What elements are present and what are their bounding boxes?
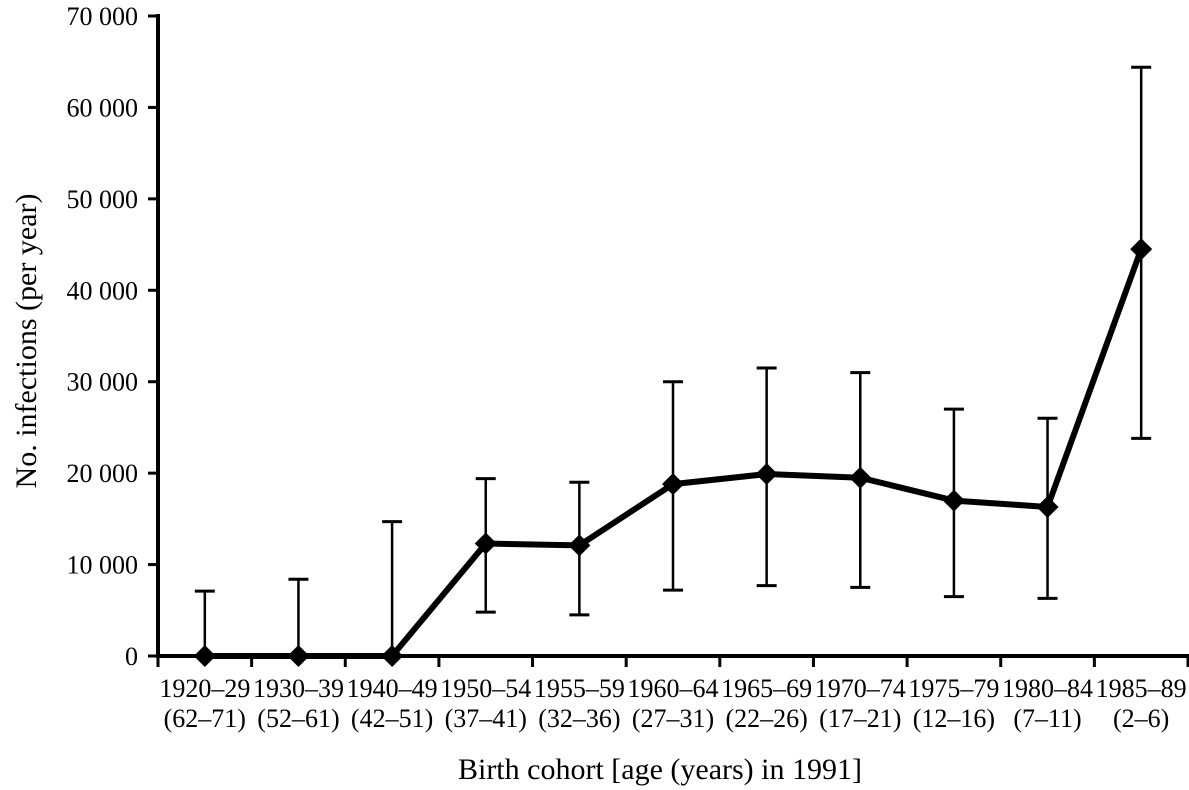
data-point-marker bbox=[474, 532, 497, 555]
category-label-age: (17–21) bbox=[819, 704, 901, 733]
category-label-cohort: 1975–79 bbox=[908, 674, 999, 703]
category-label-cohort: 1985–89 bbox=[1096, 674, 1187, 703]
y-tick-label: 60 000 bbox=[67, 93, 139, 122]
plot-area: 0 10 000 20 000 30 000 40 000 50 000 60 000 70 … bbox=[67, 2, 1189, 733]
data-point-marker bbox=[942, 489, 965, 512]
category-label-age: (27–31) bbox=[632, 704, 714, 733]
category-label-age: (12–16) bbox=[913, 704, 995, 733]
category-label-age: (42–51) bbox=[351, 704, 433, 733]
data-point-marker bbox=[193, 645, 216, 667]
category-label-cohort: 1920–29 bbox=[159, 674, 250, 703]
data-point-marker bbox=[568, 534, 591, 557]
category-label-age: (37–41) bbox=[445, 704, 527, 733]
category-label-cohort: 1980–84 bbox=[1002, 674, 1093, 703]
category-label-cohort: 1965–69 bbox=[721, 674, 812, 703]
category-label-age: (62–71) bbox=[164, 704, 246, 733]
category-label-cohort: 1955–59 bbox=[534, 674, 625, 703]
data-point-marker bbox=[662, 473, 684, 496]
category-label-cohort: 1970–74 bbox=[815, 674, 906, 703]
y-tick-label: 40 000 bbox=[67, 276, 139, 305]
category-label-cohort: 1960–64 bbox=[628, 674, 719, 703]
category-label-age: (2–6) bbox=[1113, 704, 1169, 733]
category-label-age: (22–26) bbox=[725, 704, 807, 733]
data-point-marker bbox=[849, 466, 872, 489]
y-tick-label: 10 000 bbox=[67, 551, 139, 580]
data-point-marker bbox=[1036, 495, 1059, 518]
y-axis-title: No. infections (per year) bbox=[10, 194, 43, 489]
category-label-age: (7–11) bbox=[1013, 704, 1081, 733]
category-label-age: (52–61) bbox=[257, 704, 339, 733]
x-axis-title: Birth cohort [age (years) in 1991] bbox=[458, 753, 862, 786]
y-tick-label: 20 000 bbox=[67, 459, 139, 488]
y-tick-label: 50 000 bbox=[67, 185, 139, 214]
category-label-age: (32–36) bbox=[538, 704, 620, 733]
y-tick-label: 30 000 bbox=[67, 368, 139, 397]
category-label-cohort: 1930–39 bbox=[253, 674, 344, 703]
data-point-marker bbox=[381, 645, 404, 667]
data-point-marker bbox=[755, 463, 778, 486]
data-point-marker bbox=[287, 645, 310, 667]
y-tick-label: 70 000 bbox=[67, 2, 139, 31]
data-point-marker bbox=[1130, 238, 1153, 261]
category-label-cohort: 1940–49 bbox=[347, 674, 438, 703]
y-tick-label: 0 bbox=[125, 642, 138, 671]
category-label-cohort: 1950–54 bbox=[440, 674, 531, 703]
